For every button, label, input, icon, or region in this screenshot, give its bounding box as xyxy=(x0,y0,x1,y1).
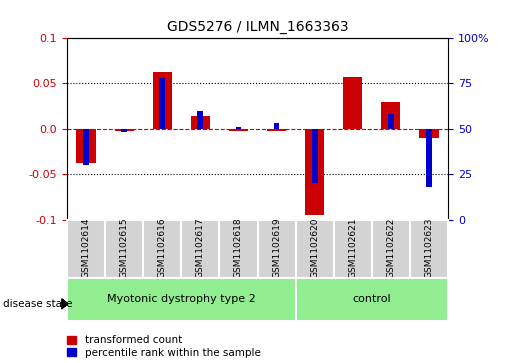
Bar xyxy=(258,220,296,278)
Bar xyxy=(229,129,248,131)
Bar xyxy=(344,77,363,129)
Bar xyxy=(235,127,242,129)
Bar xyxy=(296,220,334,278)
Bar xyxy=(67,220,105,278)
Bar xyxy=(372,220,410,278)
FancyArrow shape xyxy=(62,299,68,309)
Bar xyxy=(197,111,203,129)
Text: GSM1102621: GSM1102621 xyxy=(348,217,357,278)
Bar xyxy=(219,220,258,278)
Bar xyxy=(121,129,127,132)
Bar xyxy=(143,220,181,278)
Bar xyxy=(153,72,172,129)
Text: GSM1102619: GSM1102619 xyxy=(272,217,281,278)
Text: GSM1102615: GSM1102615 xyxy=(119,217,129,278)
Bar xyxy=(267,129,286,131)
Bar xyxy=(410,220,448,278)
Bar xyxy=(382,102,401,129)
Legend: transformed count, percentile rank within the sample: transformed count, percentile rank withi… xyxy=(67,335,261,358)
Bar xyxy=(296,278,448,321)
Title: GDS5276 / ILMN_1663363: GDS5276 / ILMN_1663363 xyxy=(167,20,348,34)
Text: GSM1102616: GSM1102616 xyxy=(158,217,167,278)
Bar xyxy=(159,78,165,129)
Text: GSM1102622: GSM1102622 xyxy=(386,217,396,278)
Text: control: control xyxy=(352,294,391,305)
Text: GSM1102617: GSM1102617 xyxy=(196,217,205,278)
Bar xyxy=(273,123,280,129)
Bar xyxy=(67,278,296,321)
Text: GSM1102618: GSM1102618 xyxy=(234,217,243,278)
Bar xyxy=(83,129,89,165)
Text: GSM1102620: GSM1102620 xyxy=(310,217,319,278)
Bar xyxy=(191,116,210,129)
Bar xyxy=(76,129,96,163)
Bar xyxy=(181,220,219,278)
Bar xyxy=(305,129,324,215)
Text: Myotonic dystrophy type 2: Myotonic dystrophy type 2 xyxy=(107,294,255,305)
Bar xyxy=(334,220,372,278)
Bar xyxy=(114,129,134,131)
Bar xyxy=(426,129,432,187)
Bar xyxy=(388,114,394,129)
Bar xyxy=(419,129,439,138)
Bar xyxy=(312,129,318,183)
Text: GSM1102623: GSM1102623 xyxy=(424,217,434,278)
Text: disease state: disease state xyxy=(3,299,72,309)
Text: GSM1102614: GSM1102614 xyxy=(81,217,91,278)
Bar xyxy=(105,220,143,278)
